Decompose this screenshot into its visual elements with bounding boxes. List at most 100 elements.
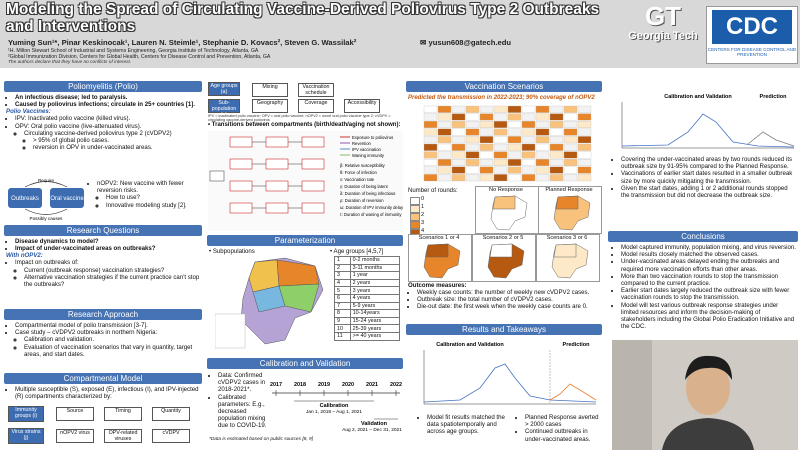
map	[423, 243, 461, 279]
bullet-text: nOPV2: New vaccine with fewer reversion …	[97, 180, 184, 195]
grid-cell	[507, 113, 522, 121]
symbol-def: γ: Duration of being latent	[340, 184, 389, 189]
map-title: Scenarios 3 or 6	[546, 235, 588, 241]
grid-cell	[465, 166, 480, 174]
age-row: 11 >= 40 years	[334, 331, 401, 341]
bullet-item: Impact on outbreaks of:Current (outbreak…	[15, 259, 202, 288]
map-title: Scenarios 1 or 4	[418, 235, 460, 241]
region	[489, 243, 513, 258]
grid-cell	[437, 159, 452, 166]
grid-cell	[577, 128, 592, 136]
grid-cell	[437, 121, 452, 128]
bullet-item: Innovative modeling study [2].	[106, 202, 202, 209]
compartment	[301, 158, 325, 170]
edge-label: Possibly causes	[30, 216, 64, 221]
bullet-item: Vaccinations of earlier start dates resu…	[621, 170, 796, 184]
bullet-item: Weekly case counts: the number of weekly…	[417, 289, 602, 296]
dim-box: Sub-population (s)	[208, 99, 240, 118]
bullet-list: Data: Confirmed cVDPV2 cases in 2018-202…	[209, 372, 267, 430]
age-cell: 1 year	[349, 271, 401, 280]
grid-cell	[521, 128, 536, 136]
grid-cell	[437, 166, 452, 174]
grid-cell	[479, 174, 494, 182]
bullet-item: Model results closely matched the observ…	[621, 251, 796, 258]
grid-cell	[507, 136, 522, 144]
map	[487, 243, 525, 279]
footnote: *Data is estimated based on public sourc…	[209, 437, 313, 442]
bullet-item: Under-vaccinated areas delayed ending th…	[621, 258, 796, 272]
grid-cell	[423, 166, 438, 174]
bullet-item: > 95% of global polio cases.	[33, 137, 202, 144]
grid-cell	[423, 174, 438, 182]
compartment	[265, 136, 289, 148]
grid-cell	[507, 143, 522, 151]
dim-box: cVDPV	[152, 429, 190, 443]
bullet-list: Covering the under-vaccinated areas by t…	[612, 156, 796, 199]
grid-cell	[423, 151, 438, 159]
symbol-def: δ: Duration of being infectious	[340, 191, 395, 196]
grid-cell	[563, 174, 578, 182]
bullet-item: Disease dynamics to model?	[15, 238, 202, 245]
bullet-item: OPV: Oral polio vaccine (live-attenuated…	[15, 123, 202, 152]
header	[0, 0, 800, 68]
symbol-def: β: Relative susceptibility	[340, 163, 386, 168]
scenario-grid	[423, 105, 592, 182]
grid-cell	[479, 128, 494, 136]
section-body: Multiple susceptible (S), exposed (E), i…	[6, 386, 202, 400]
grid-cell	[563, 105, 578, 113]
age-cell: 3	[334, 271, 351, 280]
bullet-item: Case study – cVDPV2 outbreaks in norther…	[15, 329, 202, 358]
grid-cell	[479, 151, 494, 159]
legend-label: 4	[421, 228, 425, 234]
grid-cell	[437, 143, 452, 151]
grid-cell	[535, 143, 550, 151]
bullet-item: Alternative vaccination strategies if th…	[24, 274, 202, 288]
dim-box: Geography	[252, 99, 288, 113]
grid-cell	[479, 159, 494, 166]
grid-cell	[493, 151, 508, 159]
age-cell: >= 40 years	[349, 331, 401, 341]
grid-cell	[423, 159, 438, 166]
grid-cell	[535, 136, 550, 144]
year-label: 2020	[342, 382, 354, 388]
age-cell: 25-39 years	[349, 324, 401, 333]
chart-title: Calibration and Validation	[436, 342, 504, 348]
dim-box: Timing	[104, 407, 142, 421]
arrow	[24, 181, 68, 188]
bullet-item: reversion in OPV in under-vaccinated are…	[33, 144, 202, 151]
bullet-list: Calibration and validation.Evaluation of…	[15, 336, 202, 358]
polio-diagram: Outbreaks Oral vaccine Require Possibly …	[8, 178, 84, 221]
age-cell: 10	[334, 324, 351, 333]
region	[425, 243, 449, 258]
section-header: Results and Takeaways	[406, 324, 602, 335]
affiliation: ¹H. Milton Stewart School of Industrial …	[8, 48, 259, 54]
grid-cell	[549, 151, 564, 159]
bullet-item: Model fit results matched the data spati…	[427, 414, 514, 436]
grid-cell	[493, 136, 508, 144]
legend-label: IPV vaccination	[352, 147, 382, 152]
grid-cell	[437, 136, 452, 144]
grid-cell	[563, 151, 578, 159]
grid-cell	[493, 174, 508, 182]
legend-label: Exposure to poliovirus	[352, 135, 393, 140]
grid-cell	[451, 174, 466, 182]
age-row: 8 10-14years	[334, 309, 401, 318]
cdc-sub: Centers for Disease Control and Preventi…	[707, 47, 797, 57]
compartment	[229, 180, 253, 192]
chart-title: Prediction	[563, 342, 591, 348]
bullet-item: Data: Confirmed cVDPV2 cases in 2018-202…	[218, 372, 267, 394]
chart-title: Prediction	[760, 94, 788, 100]
grid-cell	[423, 143, 438, 151]
subheading: Polio Vaccines:	[6, 108, 51, 116]
grid-cell	[549, 136, 564, 144]
edge-label: Require	[38, 178, 55, 183]
prediction-curve	[747, 131, 795, 147]
grid-cell	[465, 159, 480, 166]
grid-cell	[521, 113, 536, 121]
section-body: Data: Confirmed cVDPV2 cases in 2018-202…	[209, 372, 267, 430]
section-header: Calibration and Validation	[207, 358, 403, 369]
